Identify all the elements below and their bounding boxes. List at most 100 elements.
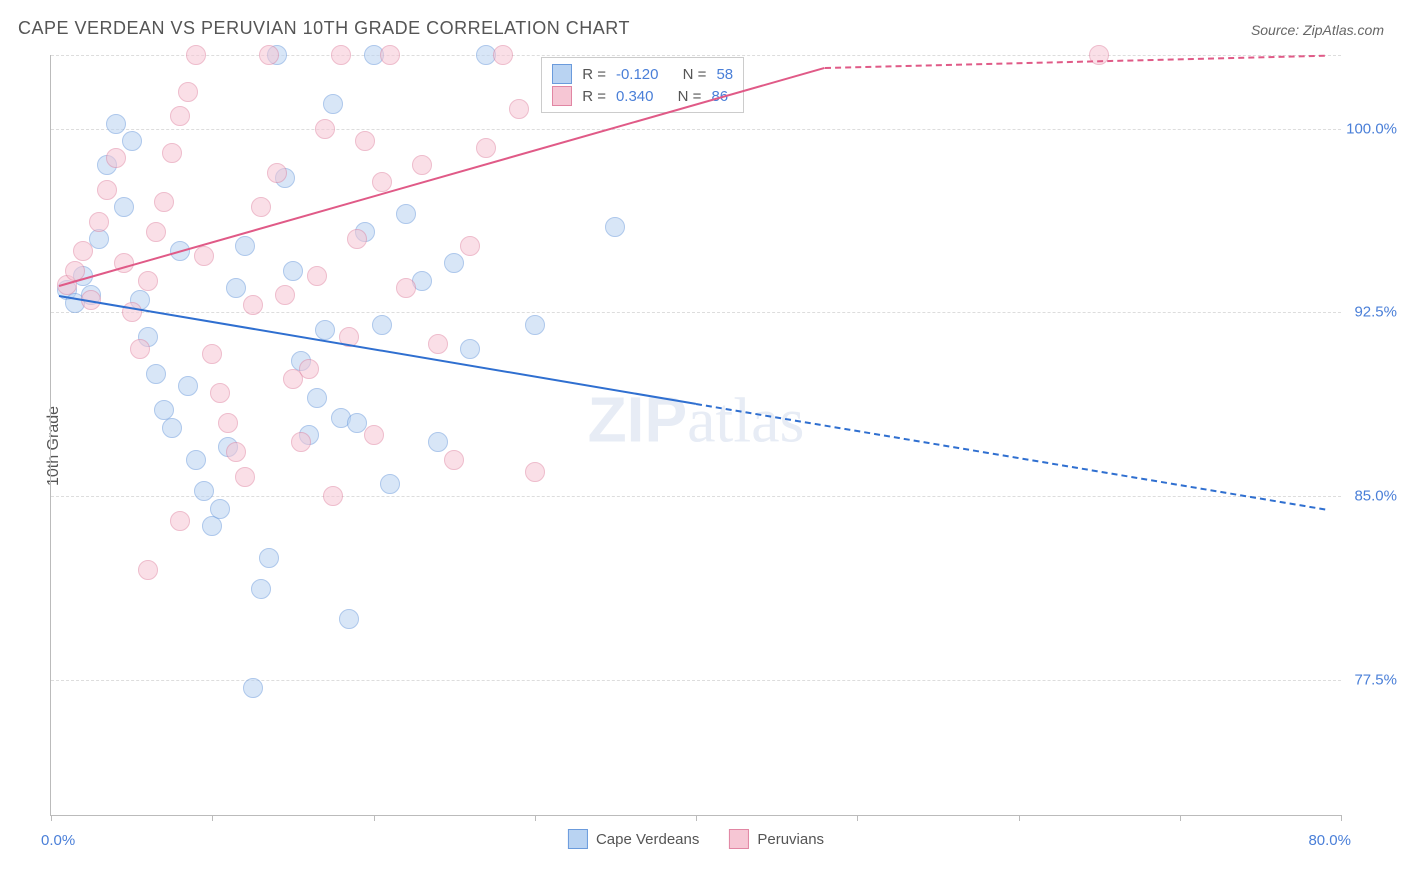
data-point <box>364 425 384 445</box>
swatch-icon <box>729 829 749 849</box>
stats-r-value: 0.340 <box>616 88 654 105</box>
data-point <box>130 339 150 359</box>
data-point <box>162 418 182 438</box>
data-point <box>186 450 206 470</box>
data-point <box>460 339 480 359</box>
data-point <box>178 376 198 396</box>
data-point <box>226 442 246 462</box>
data-point <box>509 99 529 119</box>
stats-legend-box: R = -0.120 N = 58 R = 0.340 N = 86 <box>541 57 744 113</box>
x-tick <box>857 815 858 821</box>
x-tick <box>535 815 536 821</box>
trend-line-dashed <box>825 55 1325 69</box>
data-point <box>493 45 513 65</box>
x-tick <box>374 815 375 821</box>
data-point <box>226 278 246 298</box>
data-point <box>525 315 545 335</box>
data-point <box>170 511 190 531</box>
data-point <box>372 315 392 335</box>
data-point <box>476 138 496 158</box>
data-point <box>444 253 464 273</box>
data-point <box>235 236 255 256</box>
data-point <box>339 609 359 629</box>
data-point <box>251 197 271 217</box>
y-tick-label: 92.5% <box>1354 304 1397 321</box>
legend-item: Cape Verdeans <box>568 829 699 849</box>
data-point <box>194 481 214 501</box>
watermark: ZIPatlas <box>588 382 805 457</box>
swatch-icon <box>552 86 572 106</box>
gridline <box>51 55 1341 56</box>
data-point <box>146 222 166 242</box>
swatch-icon <box>552 64 572 84</box>
legend-label: Cape Verdeans <box>596 831 699 848</box>
x-tick <box>1341 815 1342 821</box>
x-axis-start-label: 0.0% <box>41 832 75 849</box>
data-point <box>380 45 400 65</box>
data-point <box>251 579 271 599</box>
x-axis-end-label: 80.0% <box>1308 832 1351 849</box>
data-point <box>97 180 117 200</box>
data-point <box>194 246 214 266</box>
x-tick <box>51 815 52 821</box>
data-point <box>106 148 126 168</box>
data-point <box>315 320 335 340</box>
data-point <box>138 271 158 291</box>
data-point <box>202 344 222 364</box>
data-point <box>428 432 448 452</box>
stats-r-label: R = <box>582 88 606 105</box>
data-point <box>170 106 190 126</box>
data-point <box>347 229 367 249</box>
data-point <box>146 364 166 384</box>
trend-line-dashed <box>696 403 1325 510</box>
gridline <box>51 129 1341 130</box>
data-point <box>218 413 238 433</box>
data-point <box>323 486 343 506</box>
x-tick <box>696 815 697 821</box>
data-point <box>396 204 416 224</box>
data-point <box>372 172 392 192</box>
data-point <box>138 560 158 580</box>
data-point <box>210 499 230 519</box>
data-point <box>380 474 400 494</box>
data-point <box>186 45 206 65</box>
x-tick <box>1019 815 1020 821</box>
data-point <box>73 241 93 261</box>
x-tick <box>1180 815 1181 821</box>
data-point <box>444 450 464 470</box>
source-label: Source: ZipAtlas.com <box>1251 22 1384 38</box>
data-point <box>243 678 263 698</box>
stats-row: R = 0.340 N = 86 <box>552 86 733 106</box>
stats-r-label: R = <box>582 66 606 83</box>
data-point <box>412 155 432 175</box>
plot-area: ZIPatlas R = -0.120 N = 58 R = 0.340 N =… <box>50 55 1341 816</box>
y-tick-label: 85.0% <box>1354 488 1397 505</box>
data-point <box>460 236 480 256</box>
y-tick-label: 77.5% <box>1354 672 1397 689</box>
legend-label: Peruvians <box>757 831 824 848</box>
data-point <box>122 131 142 151</box>
data-point <box>235 467 255 487</box>
data-point <box>331 45 351 65</box>
stats-n-label: N = <box>683 66 707 83</box>
data-point <box>202 516 222 536</box>
data-point <box>259 548 279 568</box>
data-point <box>259 45 279 65</box>
data-point <box>323 94 343 114</box>
data-point <box>267 163 287 183</box>
x-tick <box>212 815 213 821</box>
data-point <box>89 229 109 249</box>
data-point <box>299 359 319 379</box>
data-point <box>307 266 327 286</box>
chart-title: CAPE VERDEAN VS PERUVIAN 10TH GRADE CORR… <box>18 18 630 39</box>
data-point <box>89 212 109 232</box>
data-point <box>307 388 327 408</box>
data-point <box>178 82 198 102</box>
swatch-icon <box>568 829 588 849</box>
data-point <box>428 334 448 354</box>
data-point <box>291 432 311 452</box>
data-point <box>396 278 416 298</box>
data-point <box>355 131 375 151</box>
data-point <box>106 114 126 134</box>
gridline <box>51 312 1341 313</box>
